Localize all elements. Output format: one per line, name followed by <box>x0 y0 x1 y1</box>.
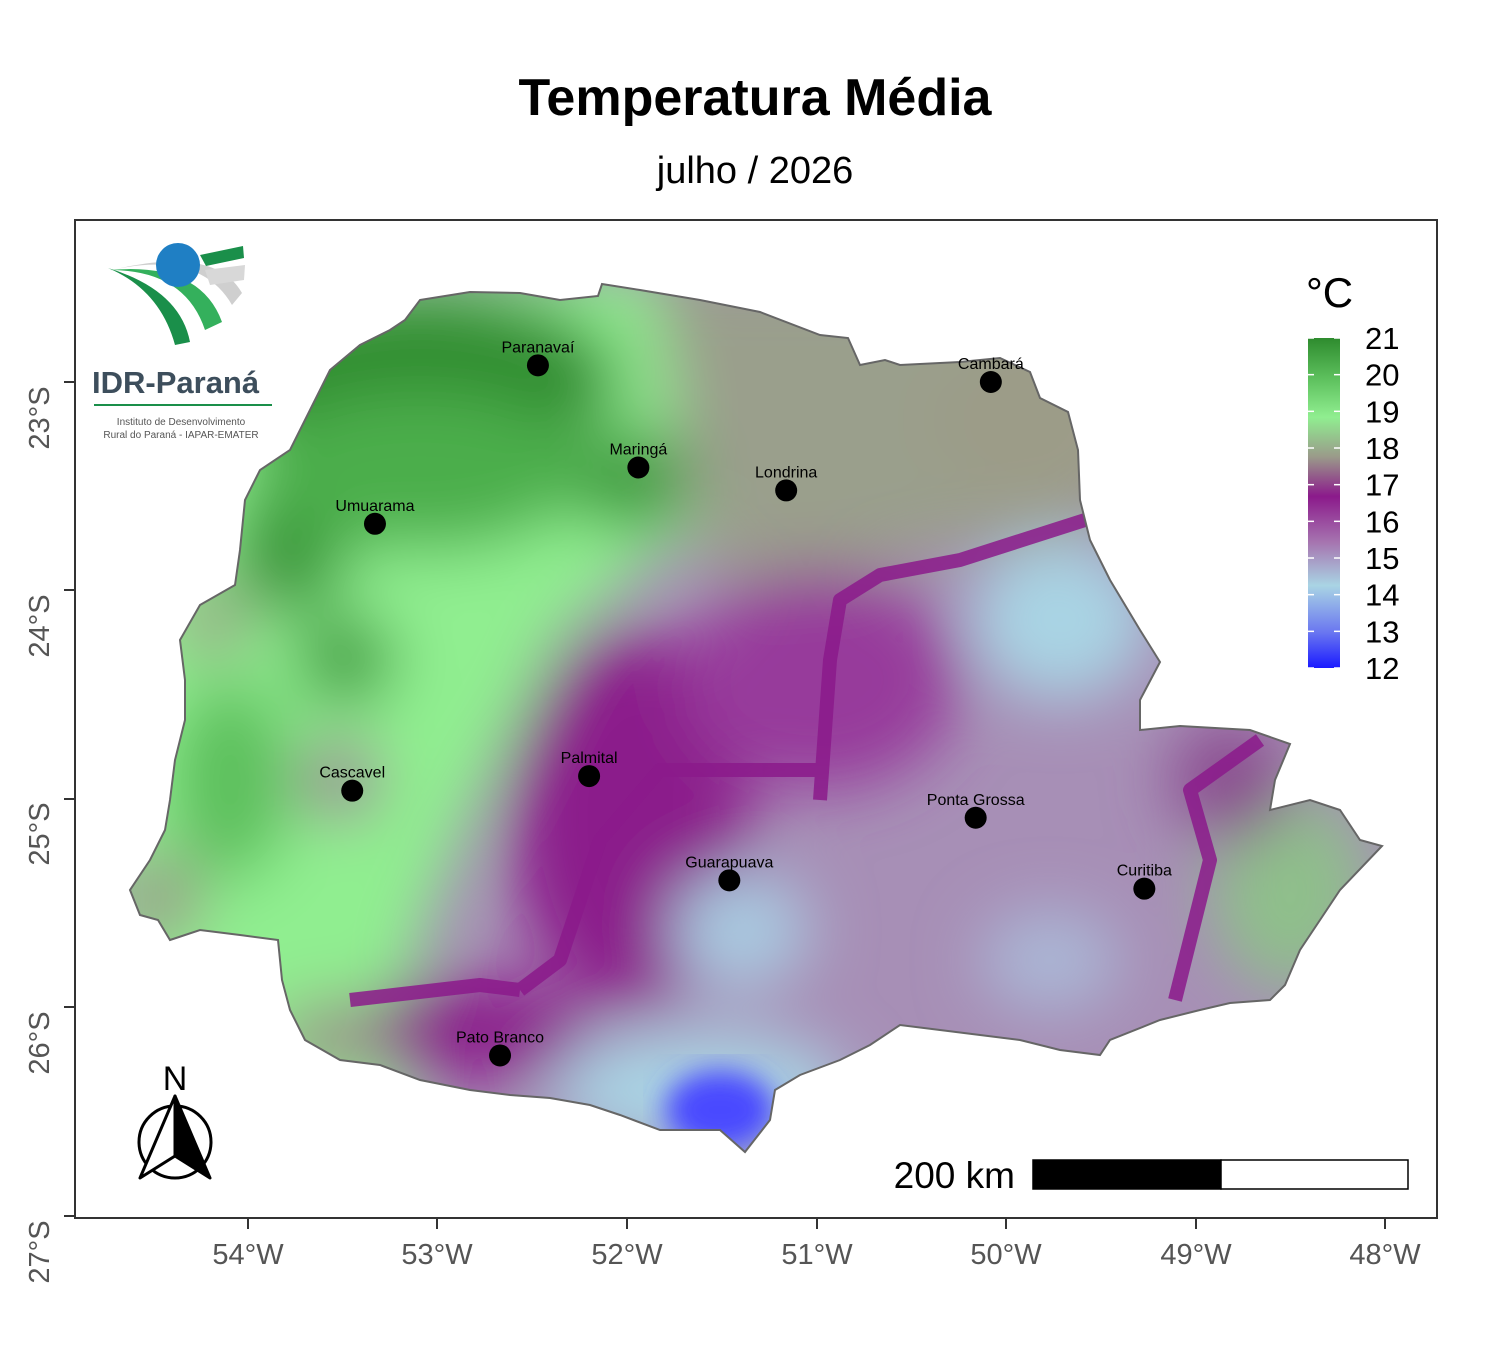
latitude-labels: 23°S 24°S 25°S 26°S 27°S <box>24 386 56 1283</box>
logo-name: IDR-Paraná <box>92 365 260 400</box>
lon-label-50: 50°W <box>970 1239 1042 1271</box>
city-marker <box>1133 877 1156 900</box>
city-label: Cambará <box>958 356 1024 373</box>
city-label: Maringá <box>609 441 667 458</box>
city-label: Pato Branco <box>456 1029 544 1046</box>
map-title: Temperatura Média <box>518 69 992 127</box>
legend-tick-label: 17 <box>1365 468 1399 503</box>
map-subtitle: julho / 2026 <box>656 150 854 192</box>
legend-tick-label: 19 <box>1365 394 1399 429</box>
legend-tick-label: 20 <box>1365 358 1399 393</box>
axis-ticks <box>64 381 1386 1229</box>
city-marker <box>627 456 650 479</box>
city-label: Umuarama <box>335 498 414 515</box>
city-label: Guarapuava <box>685 854 773 871</box>
city-marker <box>363 512 386 535</box>
legend-tick-label: 21 <box>1365 321 1399 356</box>
lat-label-26: 26°S <box>24 1011 56 1074</box>
north-label: N <box>163 1060 188 1098</box>
lat-label-27: 27°S <box>24 1220 56 1283</box>
city-label: Paranavaí <box>501 339 574 356</box>
city-marker <box>964 806 987 829</box>
city-label: Ponta Grossa <box>927 792 1025 809</box>
city-marker <box>578 765 601 788</box>
lon-label-49: 49°W <box>1160 1239 1232 1271</box>
logo-line1: Instituto de Desenvolvimento <box>117 417 246 428</box>
legend-tick-label: 15 <box>1365 541 1399 576</box>
idr-parana-logo: IDR-Paraná Instituto de Desenvolvimento … <box>92 243 272 441</box>
legend-tick-label: 16 <box>1365 504 1399 539</box>
lon-label-51: 51°W <box>781 1239 853 1271</box>
city-markers: Paranavaí Cambará Maringá Londrina Umuarama P… <box>319 339 1172 1067</box>
logo-line2: Rural do Paraná - IAPAR-EMATER <box>103 430 258 441</box>
lon-label-48: 48°W <box>1349 1239 1421 1271</box>
city-marker <box>341 779 364 802</box>
city-label: Palmital <box>561 750 618 767</box>
lon-label-54: 54°W <box>212 1239 284 1271</box>
city-label: Curitiba <box>1117 863 1172 880</box>
legend-tick-label: 14 <box>1365 578 1399 613</box>
lat-label-24: 24°S <box>24 594 56 657</box>
city-label: Londrina <box>755 464 817 481</box>
lon-label-52: 52°W <box>591 1239 663 1271</box>
scale-label: 200 km <box>894 1155 1015 1196</box>
legend-colorbar <box>1308 338 1340 668</box>
north-arrow: N <box>137 1060 213 1180</box>
city-marker <box>718 869 741 892</box>
city-marker <box>526 354 549 377</box>
city-marker <box>489 1044 512 1067</box>
legend-tick-label: 12 <box>1365 651 1399 686</box>
lon-label-53: 53°W <box>401 1239 473 1271</box>
city-marker <box>775 479 798 502</box>
city-label: Cascavel <box>319 765 385 782</box>
longitude-labels: 54°W 53°W 52°W 51°W 50°W 49°W 48°W <box>212 1239 1421 1271</box>
lat-label-25: 25°S <box>24 802 56 865</box>
legend-unit: °C <box>1306 269 1353 316</box>
legend-tick-label: 18 <box>1365 431 1399 466</box>
legend-tick-label: 13 <box>1365 614 1399 649</box>
city-marker <box>979 371 1002 393</box>
scale-bar: 200 km <box>894 1155 1409 1196</box>
lat-label-23: 23°S <box>24 386 56 449</box>
